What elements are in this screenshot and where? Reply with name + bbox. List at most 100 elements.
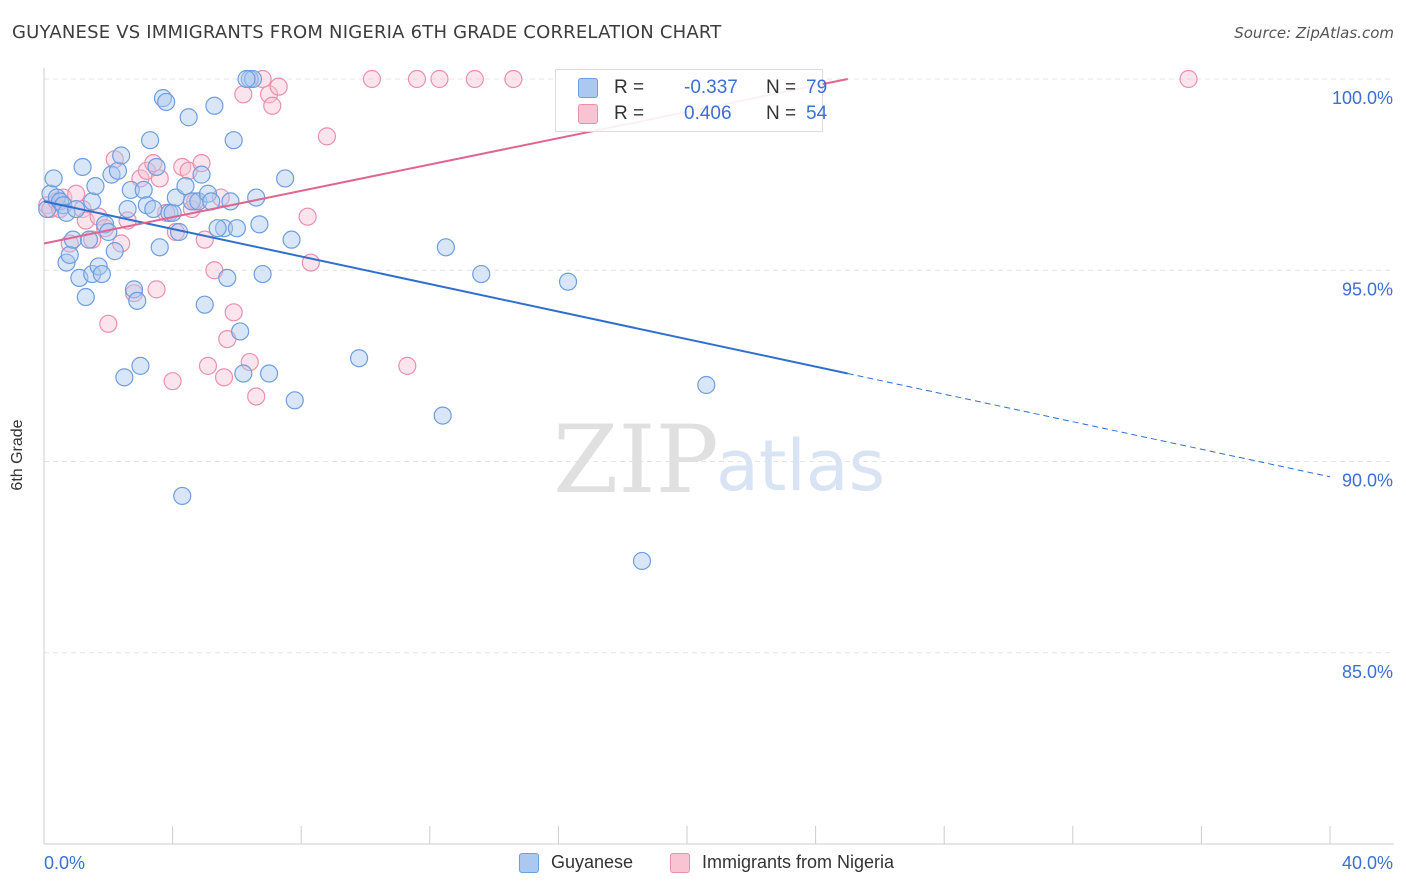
legend-row-nigeria: R = 0.406 N = 54 — [578, 103, 828, 125]
nigeria-point — [247, 387, 266, 406]
legend-n-label: N = — [766, 77, 797, 98]
guyanese-point — [112, 146, 131, 165]
guyanese-point — [276, 169, 295, 188]
guyanese-point — [60, 245, 79, 265]
nigeria-point — [269, 77, 288, 96]
legend-row-guyanese: R = -0.337 N = 79 — [578, 77, 827, 99]
guyanese-point — [247, 188, 266, 207]
guyanese-point — [192, 165, 211, 184]
legend-r-label: R = — [614, 77, 645, 98]
y-tick-label: 85.0% — [1342, 662, 1393, 682]
nigeria-point — [430, 69, 449, 89]
y-tick-label: 100.0% — [1332, 88, 1393, 108]
guyanese-point — [176, 177, 195, 196]
nigeria-point — [67, 184, 86, 203]
legend-swatch-guyanese — [578, 78, 598, 98]
guyanese-point — [282, 230, 301, 249]
source-credit: Source: ZipAtlas.com — [1234, 24, 1394, 42]
nigeria-point — [465, 69, 484, 89]
nigeria-point — [99, 314, 118, 333]
guyanese-point — [433, 406, 452, 425]
guyanese-point — [131, 356, 150, 375]
watermark: ZIP atlas — [553, 406, 885, 515]
legend-r-value: -0.337 — [684, 77, 738, 98]
legend-swatch-guyanese — [519, 852, 539, 873]
guyanese-point — [205, 96, 224, 115]
stats-legend: R = -0.337 N = 79 R = 0.406 N = 54 — [555, 69, 827, 132]
guyanese-point — [105, 242, 124, 261]
x-tick-label-max: 40.0% — [1342, 853, 1393, 873]
guyanese-point — [44, 169, 63, 188]
legend-label-guyanese: Guyanese — [551, 852, 634, 872]
guyanese-point — [250, 215, 269, 234]
y-axis-label: 6th Grade — [9, 419, 26, 491]
legend-n-value: 54 — [806, 103, 828, 124]
nigeria-point — [317, 127, 337, 146]
guyanese-point — [147, 157, 166, 177]
guyanese-point — [285, 391, 304, 410]
y-tick-labels: 85.0% 90.0% 95.0% 100.0% — [1332, 88, 1393, 682]
chart-title: GUYANESE VS IMMIGRANTS FROM NIGERIA 6TH … — [12, 22, 722, 43]
guyanese-point — [150, 238, 169, 257]
guyanese-point — [92, 264, 111, 284]
guyanese-point — [243, 69, 263, 89]
nigeria-point — [1179, 69, 1198, 89]
guyanese-point — [173, 486, 192, 506]
guyanese-point — [118, 199, 137, 219]
legend-n-label: N = — [766, 103, 797, 124]
legend-swatch-nigeria — [578, 104, 598, 124]
guyanese-point — [124, 280, 144, 299]
guyanese-point — [237, 69, 256, 89]
nigeria-point — [398, 356, 417, 375]
guyanese-point — [115, 368, 134, 387]
nigeria-point — [407, 69, 427, 89]
guyanese-point — [128, 291, 147, 310]
nigeria-point — [263, 96, 282, 115]
guyanese-point — [140, 131, 160, 150]
y-tick-label: 95.0% — [1342, 279, 1393, 299]
nigeria-point — [234, 85, 253, 104]
guyanese-point — [134, 180, 153, 200]
nigeria-point — [253, 69, 272, 89]
nigeria-point — [504, 69, 523, 89]
series-legend: Guyanese Immigrants from Nigeria — [0, 852, 1406, 878]
nigeria-point — [150, 169, 169, 188]
guyanese-point — [182, 192, 201, 211]
legend-r-value: 0.406 — [684, 103, 732, 124]
legend-swatch-nigeria — [670, 852, 690, 873]
nigeria-points — [38, 69, 1198, 406]
guyanese-point — [349, 349, 369, 368]
nigeria-point — [298, 207, 317, 226]
guyanese-point — [83, 192, 102, 211]
guyanese-trend-extension — [847, 373, 1331, 478]
guyanese-point — [253, 264, 272, 284]
guyanese-trend-line — [43, 200, 848, 375]
legend-label-nigeria: Immigrants from Nigeria — [702, 852, 895, 872]
guyanese-point — [179, 108, 198, 127]
legend-item-guyanese[interactable]: Guyanese — [519, 852, 633, 873]
guyanese-point — [73, 157, 92, 177]
watermark-atlas: atlas — [716, 425, 885, 507]
nigeria-point — [259, 85, 279, 104]
guyanese-point — [86, 177, 105, 196]
guyanese-point — [231, 322, 250, 341]
guyanese-point — [157, 92, 176, 112]
nigeria-point — [163, 372, 182, 391]
guyanese-point — [697, 375, 716, 395]
guyanese-point — [558, 272, 578, 291]
nigeria-point — [224, 303, 243, 322]
guyanese-point — [472, 264, 491, 284]
nigeria-point — [240, 352, 259, 372]
guyanese-point — [259, 364, 279, 383]
nigeria-point — [198, 356, 218, 375]
guyanese-point — [234, 364, 253, 383]
x-tick-labels: 0.0% 40.0% — [44, 853, 1393, 873]
guyanese-point — [224, 131, 243, 150]
guyanese-point — [108, 161, 128, 180]
guyanese-point — [57, 203, 76, 222]
legend-item-nigeria[interactable]: Immigrants from Nigeria — [670, 852, 894, 873]
guyanese-point — [121, 180, 140, 200]
nigeria-point — [214, 368, 234, 387]
guyanese-point — [144, 199, 163, 219]
